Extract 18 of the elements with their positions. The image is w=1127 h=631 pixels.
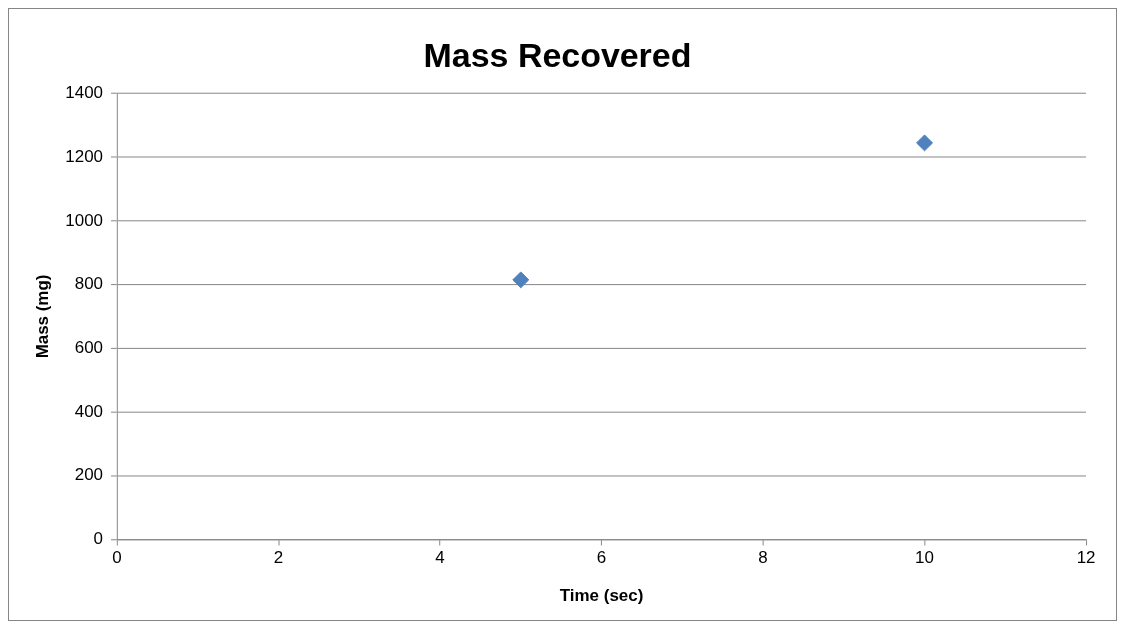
x-tick-label: 2 xyxy=(273,548,284,568)
x-tick-label: 6 xyxy=(596,548,607,568)
y-tick-label: 1000 xyxy=(65,210,104,230)
y-tick-label: 400 xyxy=(74,401,104,421)
y-tick-label: 600 xyxy=(74,338,104,358)
y-tick-label: 200 xyxy=(74,465,104,485)
y-tick-label: 1200 xyxy=(65,146,104,166)
y-tick-label: 800 xyxy=(74,274,104,294)
x-tick-label: 4 xyxy=(435,548,445,568)
x-axis-title: Time (sec) xyxy=(559,585,644,605)
y-axis-title: Mass (mg) xyxy=(32,274,52,359)
chart-title: Mass Recovered xyxy=(423,35,692,74)
x-tick-label: 10 xyxy=(915,548,934,568)
x-tick-label: 8 xyxy=(758,548,768,568)
y-tick-label: 1400 xyxy=(65,83,104,103)
y-tick-label: 0 xyxy=(93,529,104,549)
x-tick-label: 12 xyxy=(1076,548,1096,568)
x-tick-label: 0 xyxy=(112,548,122,568)
